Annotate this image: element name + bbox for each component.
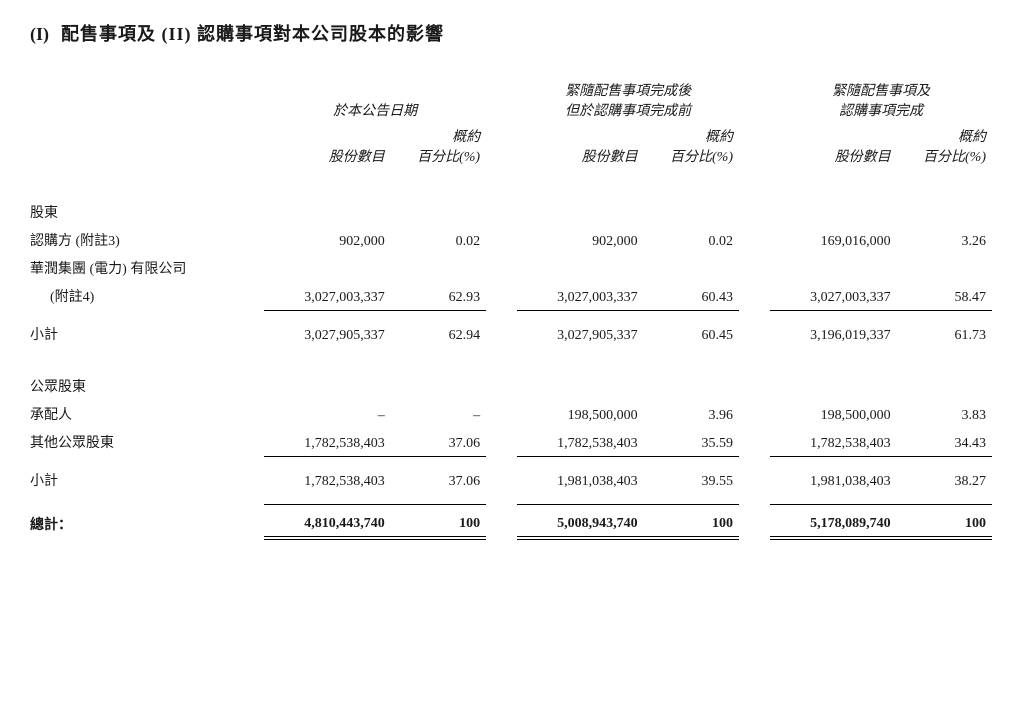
row-label: 小計 <box>30 456 264 504</box>
group-header-1: 於本公告日期 <box>264 76 486 122</box>
row-label: 其他公眾股東 <box>30 428 264 456</box>
row-subtotal-2: 小計 1,782,538,403 37.06 1,981,038,403 39.… <box>30 456 992 504</box>
group-header-row: 於本公告日期 緊隨配售事項完成後 但於認購事項完成前 緊隨配售事項及 認購事項完… <box>30 76 992 122</box>
title-text: 配售事項及 (II) 認購事項對本公司股本的影響 <box>61 20 444 46</box>
sub-header-shares-3: 股份數目 <box>770 122 896 170</box>
sub-header-pct-2: 概約 百分比(%) <box>644 122 739 170</box>
row-crpower-label: 華潤集團 (電力) 有限公司 <box>30 254 992 282</box>
group-header-3-line2: 認購事項完成 <box>839 104 923 119</box>
row-subscriber: 認購方 (附註3) 902,000 0.02 902,000 0.02 169,… <box>30 226 992 254</box>
row-label: 總計： <box>30 504 264 538</box>
section-public: 公眾股東 <box>30 358 264 400</box>
group-header-2-line1: 緊隨配售事項完成後 <box>565 84 691 99</box>
row-total: 總計： 4,810,443,740 100 5,008,943,740 100 … <box>30 504 992 538</box>
group-header-2: 緊隨配售事項完成後 但於認購事項完成前 <box>517 76 739 122</box>
shareholding-table: 於本公告日期 緊隨配售事項完成後 但於認購事項完成前 緊隨配售事項及 認購事項完… <box>30 76 992 540</box>
sub-header-pct-3: 概約 百分比(%) <box>897 122 992 170</box>
row-label: 認購方 (附註3) <box>30 226 264 254</box>
sub-header-shares-1: 股份數目 <box>264 122 390 170</box>
sub-header-shares-2: 股份數目 <box>517 122 643 170</box>
title-number: (I) <box>30 24 49 45</box>
sub-header-pct-1: 概約 百分比(%) <box>391 122 486 170</box>
sub-header-row: 股份數目 概約 百分比(%) 股份數目 概約 百分比(%) 股份數目 概約 百分… <box>30 122 992 170</box>
row-label: 承配人 <box>30 400 264 428</box>
document-page: (I) 配售事項及 (II) 認購事項對本公司股本的影響 於本公告日期 緊隨配售… <box>30 20 992 540</box>
row-crpower: (附註4) 3,027,003,337 62.93 3,027,003,337 … <box>30 282 992 310</box>
group-header-3-line1: 緊隨配售事項及 <box>832 84 930 99</box>
group-header-2-line2: 但於認購事項完成前 <box>565 104 691 119</box>
row-label: 小計 <box>30 310 264 358</box>
section-shareholders: 股東 <box>30 184 264 226</box>
section-title: (I) 配售事項及 (II) 認購事項對本公司股本的影響 <box>30 20 992 46</box>
row-subtotal-1: 小計 3,027,905,337 62.94 3,027,905,337 60.… <box>30 310 992 358</box>
row-label: (附註4) <box>30 282 264 310</box>
row-placees: 承配人 – – 198,500,000 3.96 198,500,000 3.8… <box>30 400 992 428</box>
group-header-3: 緊隨配售事項及 認購事項完成 <box>770 76 992 122</box>
row-other-public: 其他公眾股東 1,782,538,403 37.06 1,782,538,403… <box>30 428 992 456</box>
